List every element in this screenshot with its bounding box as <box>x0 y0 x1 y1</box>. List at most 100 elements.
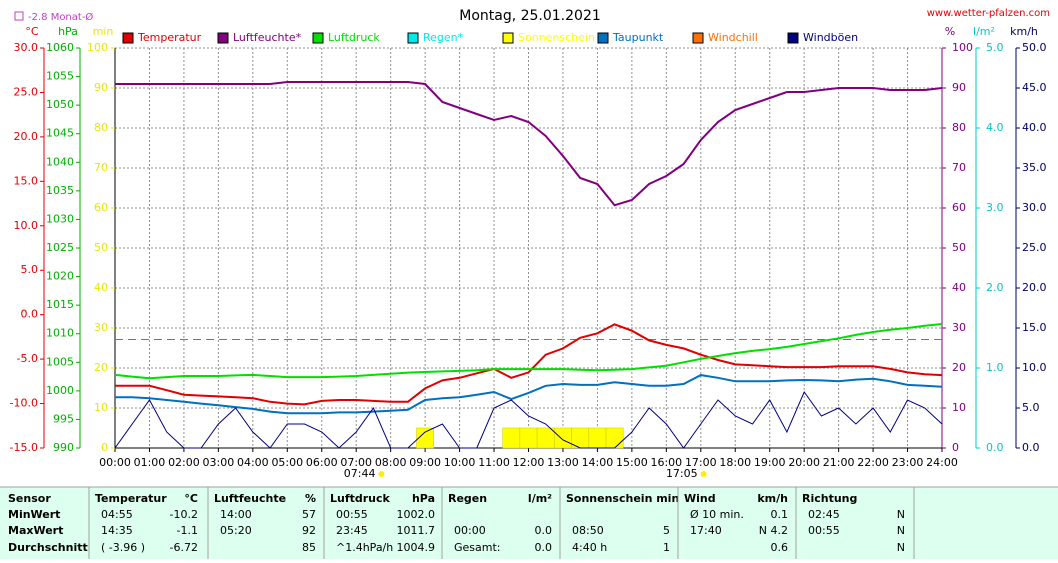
y-tick-label: 45.0 <box>1022 81 1047 94</box>
axis-title: min <box>93 25 114 38</box>
stat-time: 08:50 <box>572 524 604 537</box>
stat-value: 57 <box>302 508 316 521</box>
stat-time: Gesamt: <box>454 541 501 554</box>
y-tick-label: 10 <box>94 401 108 414</box>
y-tick-label: 80 <box>952 121 966 134</box>
y-tick-label: 15.0 <box>1022 321 1047 334</box>
stat-time: 00:55 <box>336 508 368 521</box>
stat-value: 5 <box>663 524 670 537</box>
series-line <box>115 374 943 415</box>
x-tick-label: 24:00 <box>926 456 958 469</box>
y-tick-label: 35.0 <box>1022 161 1047 174</box>
x-tick-label: 06:00 <box>306 456 338 469</box>
stat-time: ( -3.96 ) <box>101 541 145 554</box>
x-tick-label: 21:00 <box>823 456 855 469</box>
stats-background <box>0 487 1058 559</box>
y-tick-label: 995 <box>53 412 74 425</box>
stat-value: 0.0 <box>535 541 553 554</box>
y-tick-label: 1000 <box>46 384 74 397</box>
y-tick-label: 4.0 <box>986 121 1004 134</box>
y-tick-label: 0 <box>101 441 108 454</box>
stat-time: 17:40 <box>690 524 722 537</box>
sunset-marker <box>700 471 707 477</box>
stat-value: 92 <box>302 524 316 537</box>
stat-time: 14:35 <box>101 524 133 537</box>
sunshine-bar <box>605 427 624 449</box>
y-tick-label: 1050 <box>46 98 74 111</box>
x-tick-label: 22:00 <box>857 456 889 469</box>
stat-time: 23:45 <box>336 524 368 537</box>
y-tick-label: 20 <box>952 361 966 374</box>
x-tick-label: 11:00 <box>478 456 510 469</box>
y-tick-label: 1055 <box>46 70 74 83</box>
axis-title: % <box>945 25 955 38</box>
axis-title: °C <box>25 25 39 38</box>
stat-time: 4:40 h <box>572 541 607 554</box>
stat-value: N 4.2 <box>759 524 788 537</box>
stat-time: 14:00 <box>220 508 252 521</box>
y-tick-label: 60 <box>952 201 966 214</box>
source: www.wetter-pfalzen.com <box>927 8 1050 19</box>
y-tick-label: 25.0 <box>1022 241 1047 254</box>
x-tick-label: 14:00 <box>582 456 614 469</box>
x-tick-label: 10:00 <box>444 456 476 469</box>
stat-value: 85 <box>302 541 316 554</box>
y-tick-label: 70 <box>952 161 966 174</box>
section-title: Temperatur <box>95 492 167 505</box>
legend-label: Luftdruck <box>328 31 380 44</box>
y-tick-label: 0 <box>952 441 959 454</box>
y-tick-label: 30 <box>94 321 108 334</box>
y-tick-label: 40.0 <box>1022 121 1047 134</box>
stat-time: 00:55 <box>808 524 840 537</box>
y-tick-label: 40 <box>94 281 108 294</box>
x-tick-label: 07:00 <box>340 456 372 469</box>
y-tick-label: 25.0 <box>14 85 39 98</box>
section-unit: l/m² <box>528 492 552 505</box>
section-title: Richtung <box>802 492 857 505</box>
series-line <box>114 390 943 449</box>
legend-label: Sonnenschein <box>518 31 595 44</box>
x-tick-label: 15:00 <box>616 456 648 469</box>
row-label: Sensor <box>8 492 51 505</box>
sunshine-bar <box>536 427 555 449</box>
monthly-mean-label: -2.8 Monat-Ø <box>28 11 93 23</box>
stat-time: 00:00 <box>454 524 486 537</box>
legend-swatch <box>312 32 324 44</box>
legend-label: Windböen <box>803 31 858 44</box>
stat-time: 02:45 <box>808 508 840 521</box>
sunshine-bar <box>416 427 434 449</box>
y-tick-label: 5.0 <box>21 263 39 276</box>
section-title: Regen <box>448 492 487 505</box>
y-tick-label: 90 <box>952 81 966 94</box>
legend-swatch <box>787 32 799 44</box>
y-tick-label: 20 <box>94 361 108 374</box>
series-line <box>114 323 943 380</box>
axis-title: hPa <box>58 25 78 38</box>
legend-swatch <box>502 32 514 44</box>
legend-swatch <box>407 32 419 44</box>
stat-time: 04:55 <box>101 508 133 521</box>
y-tick-label: 40 <box>952 281 966 294</box>
axis-title: km/h <box>1010 25 1038 38</box>
stat-time: Ø 10 min. <box>690 508 744 521</box>
x-tick-label: 09:00 <box>409 456 441 469</box>
x-tick-label: 12:00 <box>513 456 545 469</box>
sunset-label: 17:05 <box>666 467 698 480</box>
stat-value: N <box>897 541 905 554</box>
y-tick-label: 1040 <box>46 155 74 168</box>
y-tick-label: 1015 <box>46 298 74 311</box>
stat-value: 1011.7 <box>397 524 436 537</box>
y-tick-label: 1025 <box>46 241 74 254</box>
x-tick-label: 01:00 <box>134 456 166 469</box>
y-tick-label: 2.0 <box>986 281 1004 294</box>
stat-value: -10.2 <box>170 508 198 521</box>
x-tick-label: 16:00 <box>650 456 682 469</box>
section-title: Wind <box>684 492 716 505</box>
sunshine-bar <box>502 427 521 449</box>
chart-title: Montag, 25.01.2021 <box>459 8 601 24</box>
y-tick-label: 1030 <box>46 212 74 225</box>
x-tick-label: 13:00 <box>547 456 579 469</box>
stat-value: -6.72 <box>170 541 198 554</box>
y-tick-label: -5.0 <box>17 352 38 365</box>
